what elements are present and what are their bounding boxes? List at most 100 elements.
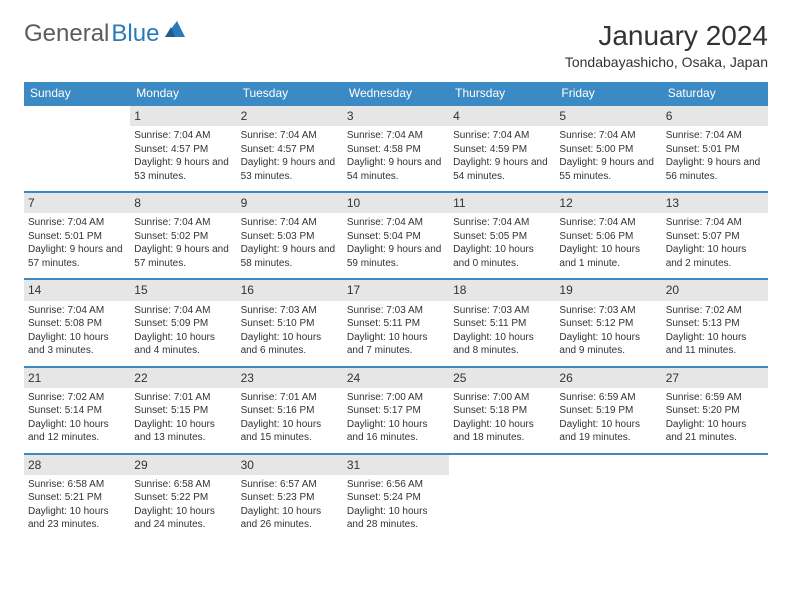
calendar-week-row: 21 Sunrise: 7:02 AMSunset: 5:14 PMDayligh… [24,367,768,454]
calendar-day-cell: 1 Sunrise: 7:04 AMSunset: 4:57 PMDaylight… [130,105,236,192]
day-body: Sunrise: 7:04 AMSunset: 5:04 PMDaylight:… [347,216,445,270]
sunset-text: Sunset: 5:08 PM [28,317,126,331]
daylight-text: Daylight: 9 hours and 53 minutes. [241,156,339,183]
sunset-text: Sunset: 5:14 PM [28,404,126,418]
day-number: 11 [449,193,555,213]
day-body: Sunrise: 7:04 AMSunset: 5:09 PMDaylight:… [134,304,232,358]
calendar-day-cell: 11Sunrise: 7:04 AMSunset: 5:05 PMDayligh… [449,192,555,279]
day-number: 1 [130,106,236,126]
calendar-day-cell: 19Sunrise: 7:03 AMSunset: 5:12 PMDayligh… [555,279,661,366]
daylight-text: Daylight: 10 hours and 7 minutes. [347,331,445,358]
daylight-text: Daylight: 9 hours and 59 minutes. [347,243,445,270]
sunrise-text: Sunrise: 7:04 AM [347,216,445,230]
location: Tondabayashicho, Osaka, Japan [565,54,768,70]
day-body: Sunrise: 6:56 AMSunset: 5:24 PMDaylight:… [347,478,445,532]
sunrise-text: Sunrise: 7:04 AM [453,216,551,230]
daylight-text: Daylight: 9 hours and 54 minutes. [453,156,551,183]
sunset-text: Sunset: 5:15 PM [134,404,232,418]
day-number: 2 [237,106,343,126]
calendar-day-cell: 5Sunrise: 7:04 AMSunset: 5:00 PMDaylight… [555,105,661,192]
day-number: 21 [24,368,130,388]
sunset-text: Sunset: 5:24 PM [347,491,445,505]
day-number: 8 [130,193,236,213]
calendar-day-cell: 18Sunrise: 7:03 AMSunset: 5:11 PMDayligh… [449,279,555,366]
day-number: 5 [555,106,661,126]
day-body: Sunrise: 7:04 AMSunset: 5:07 PMDaylight:… [666,216,764,270]
day-number: 12 [555,193,661,213]
daylight-text: Daylight: 10 hours and 28 minutes. [347,505,445,532]
calendar-day-cell: 13Sunrise: 7:04 AMSunset: 5:07 PMDayligh… [662,192,768,279]
day-body: Sunrise: 6:58 AMSunset: 5:21 PMDaylight:… [28,478,126,532]
calendar-day-cell [449,454,555,540]
daylight-text: Daylight: 10 hours and 15 minutes. [241,418,339,445]
sunset-text: Sunset: 5:02 PM [134,230,232,244]
calendar-day-cell: 17Sunrise: 7:03 AMSunset: 5:11 PMDayligh… [343,279,449,366]
month-title: January 2024 [565,20,768,52]
calendar-day-cell: 20Sunrise: 7:02 AMSunset: 5:13 PMDayligh… [662,279,768,366]
sunset-text: Sunset: 5:07 PM [666,230,764,244]
daylight-text: Daylight: 9 hours and 57 minutes. [134,243,232,270]
day-body: Sunrise: 7:03 AMSunset: 5:12 PMDaylight:… [559,304,657,358]
daylight-text: Daylight: 9 hours and 56 minutes. [666,156,764,183]
day-number: 23 [237,368,343,388]
calendar-day-cell: 3Sunrise: 7:04 AMSunset: 4:58 PMDaylight… [343,105,449,192]
day-body: Sunrise: 7:04 AMSunset: 5:01 PMDaylight:… [666,129,764,183]
sunset-text: Sunset: 5:22 PM [134,491,232,505]
sunrise-text: Sunrise: 7:03 AM [347,304,445,318]
calendar-day-cell: 14Sunrise: 7:04 AMSunset: 5:08 PMDayligh… [24,279,130,366]
sunset-text: Sunset: 5:11 PM [347,317,445,331]
day-body: Sunrise: 7:01 AMSunset: 5:15 PMDaylight:… [134,391,232,445]
daylight-text: Daylight: 10 hours and 9 minutes. [559,331,657,358]
sunrise-text: Sunrise: 7:04 AM [347,129,445,143]
sunset-text: Sunset: 5:13 PM [666,317,764,331]
day-body: Sunrise: 6:59 AMSunset: 5:20 PMDaylight:… [666,391,764,445]
day-body: Sunrise: 7:01 AMSunset: 5:16 PMDaylight:… [241,391,339,445]
sunrise-text: Sunrise: 7:01 AM [241,391,339,405]
logo-text-gray: General [24,20,109,48]
calendar-week-row: 1 Sunrise: 7:04 AMSunset: 4:57 PMDaylight… [24,105,768,192]
day-body: Sunrise: 7:02 AMSunset: 5:14 PMDaylight:… [28,391,126,445]
calendar-week-row: 7Sunrise: 7:04 AMSunset: 5:01 PMDaylight… [24,192,768,279]
header: GeneralBlue January 2024 Tondabayashicho… [24,20,768,70]
daylight-text: Daylight: 10 hours and 19 minutes. [559,418,657,445]
calendar-day-cell: 31Sunrise: 6:56 AMSunset: 5:24 PMDayligh… [343,454,449,540]
sunrise-text: Sunrise: 6:56 AM [347,478,445,492]
sunrise-text: Sunrise: 6:58 AM [28,478,126,492]
day-body: Sunrise: 7:04 AMSunset: 4:57 PMDaylight:… [134,129,232,183]
sunset-text: Sunset: 5:03 PM [241,230,339,244]
logo: GeneralBlue [24,20,187,48]
calendar-day-cell: 21 Sunrise: 7:02 AMSunset: 5:14 PMDayligh… [24,367,130,454]
day-body: Sunrise: 7:00 AMSunset: 5:17 PMDaylight:… [347,391,445,445]
sunrise-text: Sunrise: 7:04 AM [666,216,764,230]
weekday-header: Sunday [24,82,130,105]
calendar-week-row: 28Sunrise: 6:58 AMSunset: 5:21 PMDayligh… [24,454,768,540]
sunset-text: Sunset: 5:01 PM [28,230,126,244]
day-number: 25 [449,368,555,388]
daylight-text: Daylight: 10 hours and 24 minutes. [134,505,232,532]
sunset-text: Sunset: 5:16 PM [241,404,339,418]
sunset-text: Sunset: 5:21 PM [28,491,126,505]
weekday-header: Wednesday [343,82,449,105]
calendar-day-cell: 22 Sunrise: 7:01 AMSunset: 5:15 PMDayligh… [130,367,236,454]
calendar-day-cell: 30Sunrise: 6:57 AMSunset: 5:23 PMDayligh… [237,454,343,540]
calendar-day-cell: 10Sunrise: 7:04 AMSunset: 5:04 PMDayligh… [343,192,449,279]
day-body: Sunrise: 7:02 AMSunset: 5:13 PMDaylight:… [666,304,764,358]
day-number: 24 [343,368,449,388]
sunrise-text: Sunrise: 6:59 AM [666,391,764,405]
day-number: 30 [237,455,343,475]
sunrise-text: Sunrise: 7:04 AM [241,129,339,143]
calendar-day-cell: 15Sunrise: 7:04 AMSunset: 5:09 PMDayligh… [130,279,236,366]
calendar-day-cell: 25Sunrise: 7:00 AMSunset: 5:18 PMDayligh… [449,367,555,454]
sunset-text: Sunset: 5:23 PM [241,491,339,505]
calendar-day-cell: 2Sunrise: 7:04 AMSunset: 4:57 PMDaylight… [237,105,343,192]
day-body: Sunrise: 7:03 AMSunset: 5:11 PMDaylight:… [453,304,551,358]
sunrise-text: Sunrise: 6:58 AM [134,478,232,492]
calendar-day-cell: 28Sunrise: 6:58 AMSunset: 5:21 PMDayligh… [24,454,130,540]
daylight-text: Daylight: 10 hours and 13 minutes. [134,418,232,445]
sunrise-text: Sunrise: 7:04 AM [28,304,126,318]
sunrise-text: Sunrise: 7:03 AM [559,304,657,318]
daylight-text: Daylight: 10 hours and 2 minutes. [666,243,764,270]
day-number: 22 [130,368,236,388]
sunrise-text: Sunrise: 7:04 AM [28,216,126,230]
sunrise-text: Sunrise: 7:03 AM [453,304,551,318]
